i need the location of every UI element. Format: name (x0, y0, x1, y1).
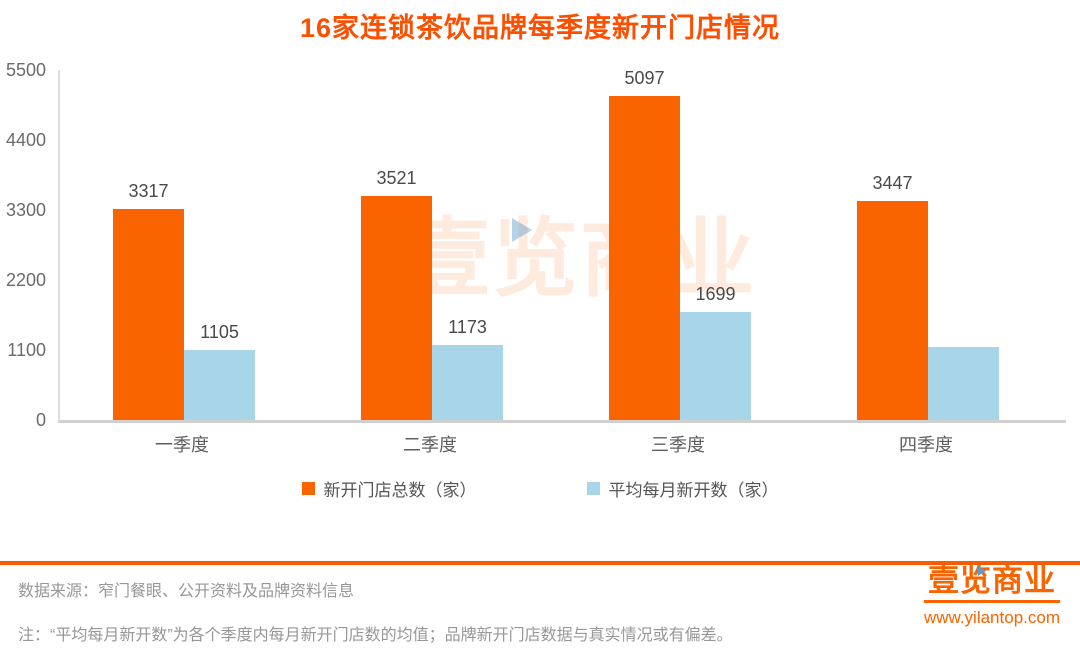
data-source-text: 数据来源：窄门餐眼、公开资料及品牌资料信息 (18, 583, 355, 600)
bar-value-label: 3521 (376, 168, 417, 188)
y-tick-label: 1100 (7, 340, 46, 360)
y-tick-label: 4400 (5, 130, 46, 150)
bar-monthly-q1 (184, 350, 255, 420)
brand-website: www.yilantop.com (923, 608, 1060, 627)
x-axis-label-q4: 四季度 (899, 435, 953, 455)
chart-legend: 新开门店总数（家） 平均每月新开数（家） (0, 476, 1080, 501)
legend-swatch-blue (586, 482, 600, 495)
legend-item-total: 新开门店总数（家） (301, 476, 477, 501)
legend-swatch-orange (301, 482, 315, 495)
bar-value-label: 1173 (448, 317, 487, 337)
plot-area: 壹览商业 3317 1105 3521 1173 5097 1699 3447 (58, 68, 1066, 423)
bar-value-label: 1699 (695, 284, 736, 304)
watermark-play-icon (512, 218, 532, 242)
bar-total-q2 (361, 196, 432, 420)
legend-label-monthly: 平均每月新开数（家） (608, 481, 779, 500)
y-axis: 0 1100 2200 3300 4400 5500 (0, 60, 48, 430)
footer-divider (0, 561, 1080, 565)
y-tick-label: 3300 (5, 200, 46, 220)
x-axis-label-q3: 三季度 (651, 435, 705, 455)
bar-monthly-q2 (432, 345, 503, 420)
bar-value-label: 3317 (128, 181, 169, 201)
chart-title: 16家连锁茶饮品牌每季度新开门店情况 (299, 13, 781, 43)
bar-monthly-q3 (680, 312, 751, 420)
legend-label-total: 新开门店总数（家） (323, 481, 477, 500)
y-tick-label: 2200 (5, 270, 46, 290)
bar-value-label: 5097 (624, 68, 665, 88)
bar-monthly-q4 (928, 347, 999, 420)
legend-item-monthly: 平均每月新开数（家） (586, 476, 779, 501)
bar-total-q3 (609, 96, 680, 420)
bar-total-q4 (857, 201, 928, 420)
x-axis-label-q1: 一季度 (155, 435, 209, 455)
x-axis-label-q2: 二季度 (403, 435, 457, 455)
x-axis-labels: 一季度 二季度 三季度 四季度 (58, 431, 1064, 455)
y-tick-label: 5500 (5, 60, 46, 80)
footer-note-text: 注：“平均每月新开数”为各个季度内每月新开门店数的均值；品牌新开门店数据与真实情… (18, 627, 733, 644)
bar-total-q1 (113, 209, 184, 420)
brand-logo-text: 壹览商业 (923, 563, 1060, 603)
watermark-logo: 壹览商业 (404, 211, 756, 307)
brand-logo: 壹览商业 www.yilantop.com (923, 563, 1060, 628)
bar-value-label: 1105 (200, 322, 239, 342)
y-tick-label: 0 (35, 410, 46, 430)
bar-value-label: 3447 (872, 173, 913, 193)
brand-logo-label: 壹览商业 (927, 563, 1056, 598)
logo-play-icon (977, 566, 986, 576)
